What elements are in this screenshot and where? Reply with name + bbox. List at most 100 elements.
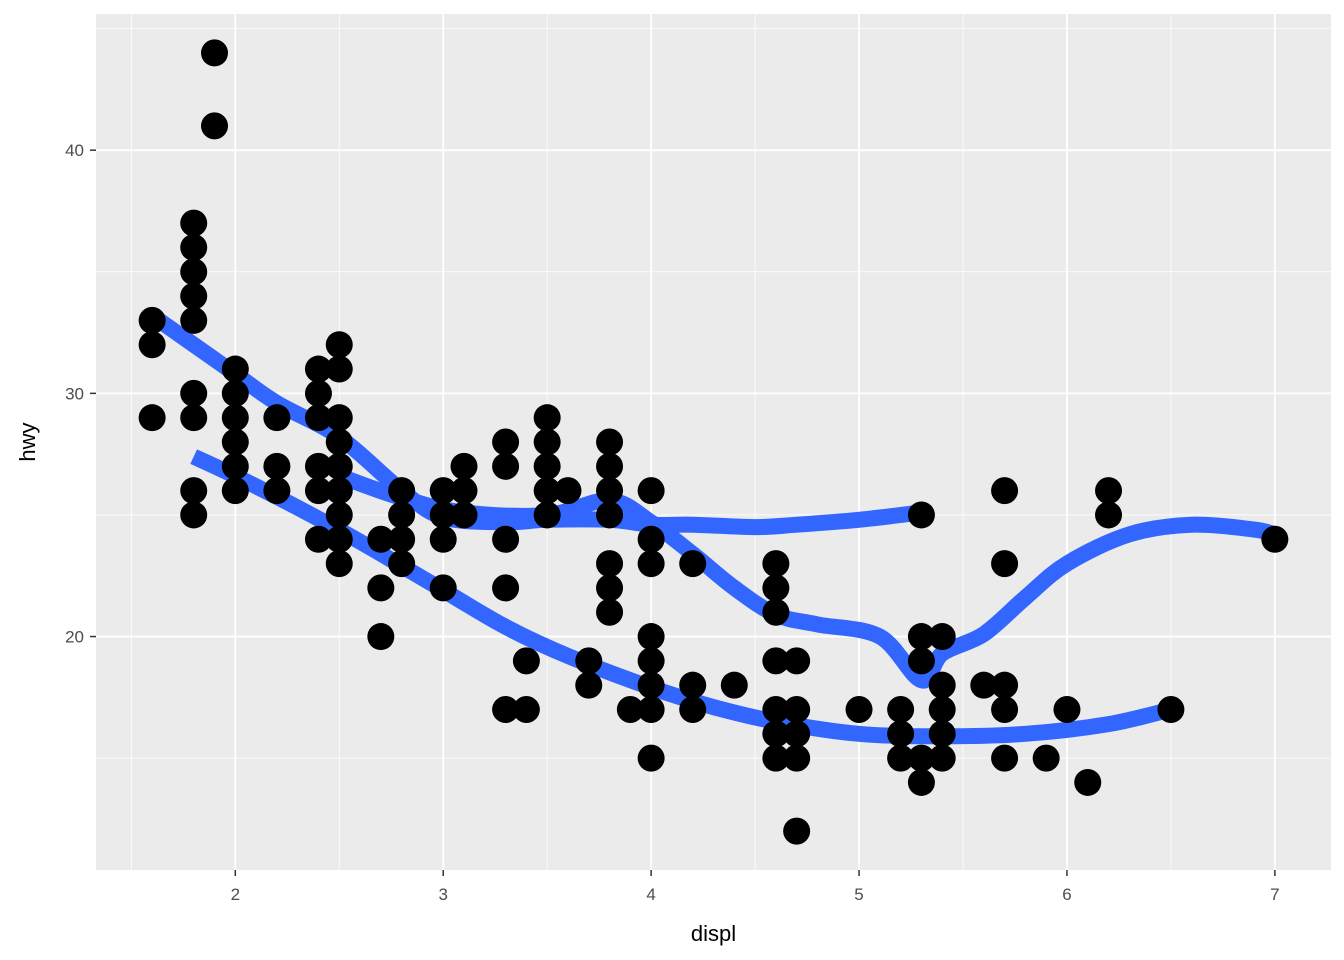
scatter-point <box>221 355 249 383</box>
scatter-point <box>1095 501 1123 529</box>
scatter-point <box>596 598 624 626</box>
x-axis-ticks: 2 3 4 5 6 7 <box>231 870 1280 904</box>
scatter-point <box>304 404 332 432</box>
scatter-point <box>180 477 208 505</box>
scatter-point <box>762 720 790 748</box>
scatter-point <box>492 574 520 602</box>
scatter-point <box>1095 477 1123 505</box>
scatter-point <box>991 671 1019 699</box>
scatter-point <box>325 550 353 578</box>
scatter-point <box>512 696 540 723</box>
scatter-point <box>907 647 935 675</box>
scatter-point <box>887 696 915 723</box>
scatter-point <box>637 671 665 699</box>
scatter-point <box>512 647 540 675</box>
scatter-point <box>429 525 457 553</box>
scatter-point <box>388 477 416 505</box>
x-tick-label: 6 <box>1062 885 1071 904</box>
scatter-point <box>304 379 332 407</box>
scatter-point <box>492 428 520 456</box>
scatter-point <box>637 744 665 772</box>
scatter-point <box>575 647 603 675</box>
scatter-point <box>1053 696 1081 723</box>
scatter-point <box>325 428 353 456</box>
scatter-point <box>304 477 332 505</box>
scatter-point <box>762 550 790 578</box>
scatter-points <box>138 39 1289 845</box>
scatter-point <box>762 647 790 675</box>
scatter-point <box>596 501 624 529</box>
scatter-point <box>263 404 291 432</box>
scatter-point <box>388 525 416 553</box>
scatter-point <box>325 355 353 383</box>
scatter-point <box>201 112 229 140</box>
scatter-point <box>783 696 811 723</box>
scatter-point <box>887 720 915 748</box>
scatter-point <box>325 525 353 553</box>
x-tick-label: 5 <box>854 885 863 904</box>
scatter-point <box>928 744 956 772</box>
scatter-point <box>762 696 790 723</box>
scatter-point <box>783 647 811 675</box>
scatter-point <box>533 404 561 432</box>
scatter-point <box>907 768 935 796</box>
x-tick-label: 4 <box>646 885 655 904</box>
scatter-point <box>221 428 249 456</box>
scatter-point <box>325 477 353 505</box>
scatter-point <box>637 477 665 505</box>
x-tick-label: 2 <box>231 885 240 904</box>
scatter-point <box>221 452 249 480</box>
scatter-point <box>991 696 1019 723</box>
scatter-point <box>928 720 956 748</box>
scatter-point <box>304 525 332 553</box>
scatter-point <box>970 671 998 699</box>
scatter-point <box>907 501 935 529</box>
y-axis-title: hwy <box>15 422 40 461</box>
scatter-point <box>367 623 395 651</box>
scatter-point <box>762 598 790 626</box>
scatter-point <box>429 477 457 505</box>
scatter-point <box>492 452 520 480</box>
plot-panel <box>96 14 1331 870</box>
scatter-point <box>762 744 790 772</box>
scatter-point <box>201 39 229 67</box>
scatter-point <box>450 452 478 480</box>
scatter-point <box>596 452 624 480</box>
scatter-point <box>533 428 561 456</box>
scatter-point <box>1261 525 1289 553</box>
scatter-point <box>637 647 665 675</box>
scatter-point <box>679 696 707 723</box>
scatter-point <box>388 501 416 529</box>
scatter-point <box>783 720 811 748</box>
scatter-point <box>1074 768 1102 796</box>
scatter-point <box>263 477 291 505</box>
scatter-point <box>429 501 457 529</box>
scatter-point <box>783 817 811 845</box>
scatter-point <box>221 379 249 407</box>
scatter-point <box>596 428 624 456</box>
scatter-point <box>533 477 561 505</box>
scatter-point <box>450 477 478 505</box>
scatter-point <box>180 282 208 310</box>
scatter-point <box>492 525 520 553</box>
scatter-point <box>928 696 956 723</box>
scatter-point <box>492 696 520 723</box>
scatter-point <box>762 574 790 602</box>
scatter-point <box>575 671 603 699</box>
scatter-point <box>450 501 478 529</box>
scatter-point <box>991 550 1019 578</box>
y-tick-label: 40 <box>65 141 84 160</box>
y-tick-label: 20 <box>65 628 84 647</box>
scatter-point <box>221 404 249 432</box>
scatter-point <box>991 744 1019 772</box>
scatter-point <box>991 477 1019 505</box>
scatter-point <box>221 477 249 505</box>
scatter-point <box>596 550 624 578</box>
scatter-point <box>138 331 166 359</box>
x-tick-label: 3 <box>438 885 447 904</box>
scatter-point <box>679 550 707 578</box>
scatter-point <box>138 404 166 432</box>
scatter-point <box>554 477 582 505</box>
y-tick-label: 30 <box>65 384 84 403</box>
y-axis-ticks: 20 30 40 <box>65 141 96 647</box>
